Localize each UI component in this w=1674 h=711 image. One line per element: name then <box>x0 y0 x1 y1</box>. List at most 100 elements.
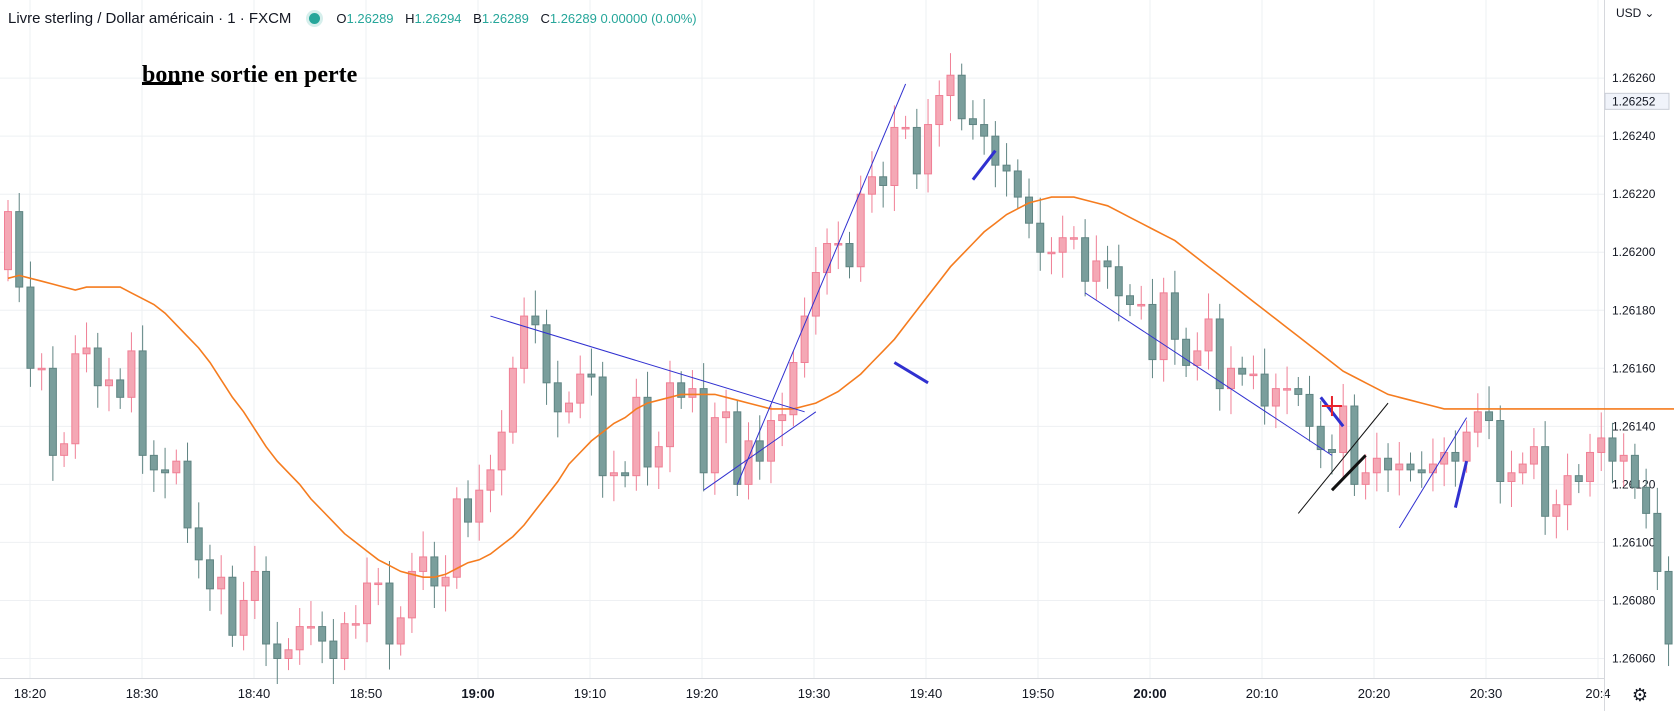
candle-body <box>542 324 551 384</box>
candle-body <box>867 176 876 195</box>
trend-line-drawing[interactable] <box>971 149 997 181</box>
candle-body <box>654 446 663 468</box>
candle-body <box>149 454 158 471</box>
currency-selector[interactable]: USD ⌄ <box>1616 6 1654 20</box>
candle-body <box>4 211 12 271</box>
candle-body <box>441 576 450 587</box>
candle-body <box>565 402 573 413</box>
candle-body <box>250 570 259 601</box>
candle-body <box>1395 463 1404 471</box>
candle-body <box>1238 367 1247 375</box>
candle-body <box>1417 469 1426 474</box>
candle-body <box>1159 292 1168 361</box>
candle-body <box>1047 251 1056 255</box>
trend-line-drawing[interactable] <box>1297 402 1389 514</box>
candle-body <box>1148 303 1157 361</box>
time-tick-label: 20:20 <box>1358 686 1391 701</box>
gear-icon[interactable]: ⚙ <box>1631 684 1649 705</box>
candle-body <box>1485 411 1494 422</box>
candle-body <box>677 382 686 398</box>
current-price-box <box>1604 92 1670 110</box>
candle-body <box>609 472 618 477</box>
symbol-title[interactable]: Livre sterling / Dollar américain · 1 · … <box>8 9 292 27</box>
candle-body <box>778 414 787 422</box>
ohlc-high-key: H <box>405 10 415 26</box>
candle-body <box>1081 237 1090 282</box>
candle-body <box>15 211 24 288</box>
moving-average-line <box>7 196 1674 578</box>
candle-body <box>688 388 697 398</box>
ohlc-close-key: C <box>540 10 550 26</box>
candle-body <box>1574 475 1583 482</box>
candle-body <box>1619 454 1628 462</box>
candle-body <box>856 193 865 268</box>
candle-body <box>587 373 596 378</box>
candle-body <box>430 556 439 587</box>
trend-line-drawing[interactable] <box>1453 460 1469 508</box>
candle-body <box>665 382 674 448</box>
candle-body <box>1193 350 1202 366</box>
candle-body <box>1204 318 1213 352</box>
candle-body <box>576 373 585 404</box>
candle-body <box>1126 295 1134 305</box>
candle-body <box>598 376 607 477</box>
candle-body <box>1339 405 1348 453</box>
candle-body <box>1406 463 1415 471</box>
candle-body <box>464 498 473 523</box>
candle-body <box>1305 393 1314 427</box>
trend-line-drawing[interactable] <box>736 83 907 485</box>
annotation-text[interactable]: bonne sortie en perte <box>142 62 358 88</box>
price-tick-label: 1.26200 <box>1612 245 1656 259</box>
candle-body <box>710 417 719 474</box>
candle-body <box>1507 472 1516 482</box>
candle-body <box>407 570 416 619</box>
candle-body <box>1597 437 1606 453</box>
candle-body <box>722 411 731 419</box>
candle-body <box>452 498 461 578</box>
candle-body <box>811 272 820 317</box>
candle-body <box>1440 451 1449 465</box>
trend-line-drawing[interactable] <box>703 411 817 491</box>
trend-line-drawing[interactable] <box>1084 292 1333 456</box>
candle-body <box>733 411 742 485</box>
candle-body <box>82 347 91 355</box>
candle-body <box>161 469 170 474</box>
candle-body <box>48 367 57 456</box>
price-tick-label: 1.26100 <box>1612 535 1656 549</box>
candle-body <box>1316 425 1325 451</box>
candle-body <box>621 472 630 477</box>
candle-body <box>318 626 327 642</box>
candle-body <box>419 556 428 572</box>
candle-body <box>93 347 102 387</box>
candle-body <box>1013 170 1022 198</box>
time-tick-label: 18:30 <box>126 686 159 701</box>
candle-body <box>1473 411 1482 433</box>
candle-body <box>1529 446 1538 465</box>
time-tick-label: 19:40 <box>910 686 943 701</box>
trend-line-drawing[interactable] <box>893 361 929 385</box>
trend-line-drawing[interactable] <box>490 315 805 413</box>
candle-body <box>239 599 248 636</box>
candle-body <box>205 559 214 590</box>
candle-body <box>71 353 80 445</box>
candle-body <box>183 460 192 529</box>
ohlc-values: O1.26289 H1.26294 B1.26289 C1.26289 0.00… <box>336 11 696 26</box>
trend-line-drawing[interactable] <box>1330 454 1367 492</box>
candle-body <box>1170 292 1179 340</box>
candle-body <box>1137 303 1146 307</box>
candle-body <box>194 527 203 561</box>
candle-body <box>957 74 966 120</box>
ohlc-low-key: B <box>473 10 482 26</box>
candle-body <box>1653 512 1662 572</box>
candle-body <box>1025 196 1034 224</box>
candle-body <box>1283 388 1292 391</box>
candle-body <box>329 640 338 659</box>
price-tick-label: 1.26160 <box>1612 361 1656 375</box>
candle-body <box>37 367 46 371</box>
candle-body <box>1586 451 1595 482</box>
candle-body <box>1092 260 1101 282</box>
trend-line-drawing[interactable] <box>1398 417 1468 529</box>
candle-body <box>520 315 529 369</box>
candle-body <box>946 74 955 97</box>
